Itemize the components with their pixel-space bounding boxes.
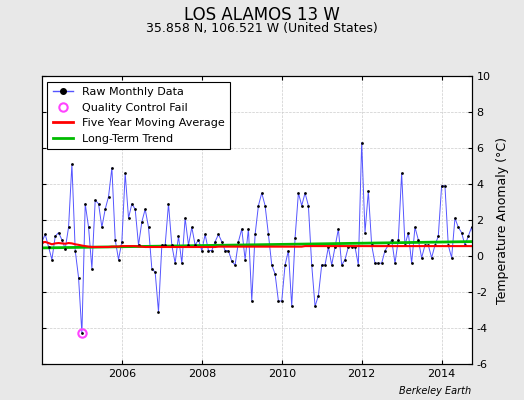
Y-axis label: Temperature Anomaly (°C): Temperature Anomaly (°C): [496, 136, 509, 304]
Legend: Raw Monthly Data, Quality Control Fail, Five Year Moving Average, Long-Term Tren: Raw Monthly Data, Quality Control Fail, …: [48, 82, 230, 149]
Text: Berkeley Earth: Berkeley Earth: [399, 386, 472, 396]
Text: LOS ALAMOS 13 W: LOS ALAMOS 13 W: [184, 6, 340, 24]
Text: 35.858 N, 106.521 W (United States): 35.858 N, 106.521 W (United States): [146, 22, 378, 35]
